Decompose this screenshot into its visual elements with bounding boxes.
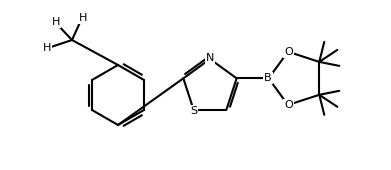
- Text: N: N: [206, 53, 214, 63]
- Text: H: H: [52, 17, 60, 27]
- Text: O: O: [285, 100, 293, 110]
- Text: S: S: [190, 106, 197, 116]
- Text: H: H: [79, 13, 87, 23]
- Text: H: H: [43, 43, 51, 53]
- Text: O: O: [285, 47, 293, 57]
- Text: B: B: [264, 73, 271, 83]
